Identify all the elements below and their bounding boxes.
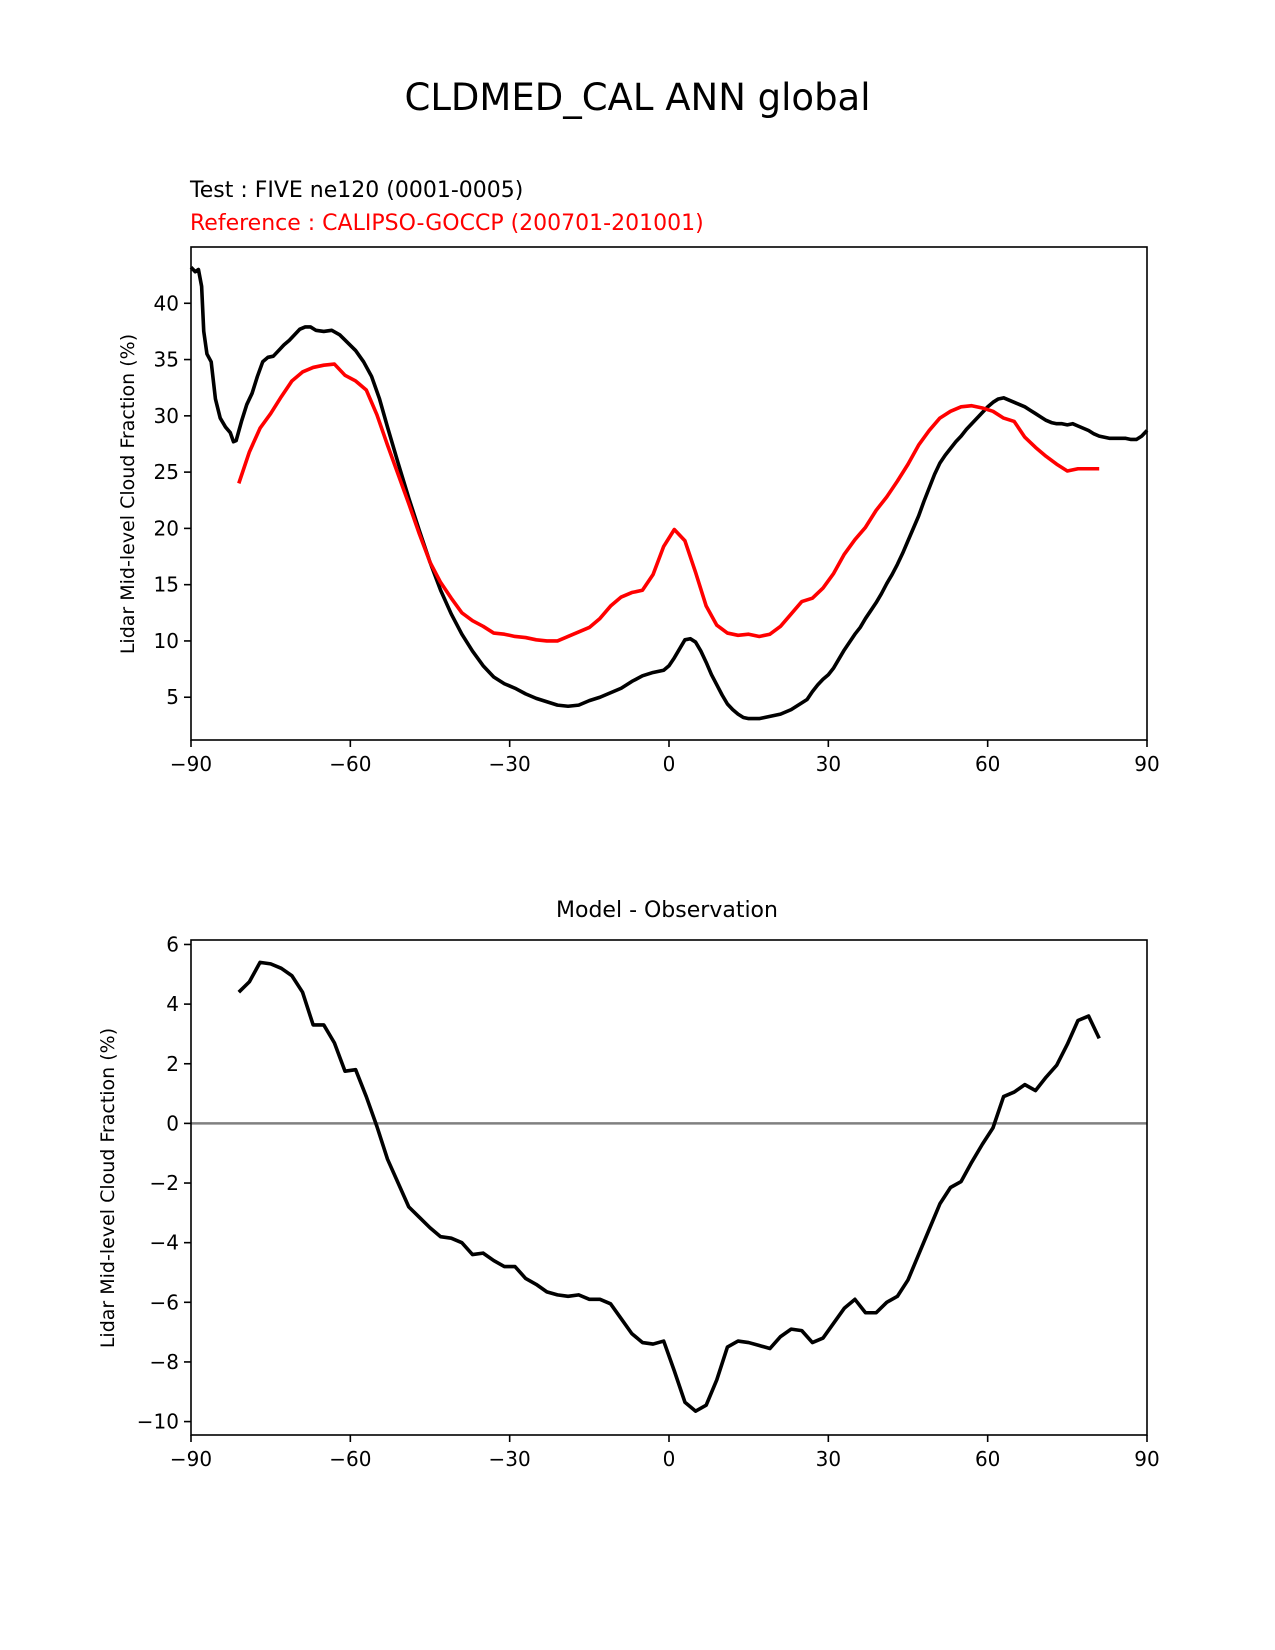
- bottom-ytick-label: −6: [150, 1290, 179, 1314]
- bottom-xtick-label: 0: [663, 1447, 676, 1471]
- test-label: Test : FIVE ne120 (0001-0005): [189, 178, 523, 203]
- bottom-ytick-label: −2: [150, 1171, 179, 1195]
- bottom-ytick-label: −4: [150, 1231, 179, 1255]
- top-xtick-label: 60: [975, 752, 1000, 776]
- bottom-ytick-label: 4: [166, 992, 179, 1016]
- top-ytick-label: 30: [154, 404, 179, 428]
- bottom-ytick-label: 6: [166, 932, 179, 956]
- top-xtick-label: −90: [170, 752, 212, 776]
- bottom-xtick-label: −90: [170, 1447, 212, 1471]
- bottom-series-difference-line: [237, 960, 1101, 1413]
- top-ytick-label: 25: [154, 460, 179, 484]
- top-ytick-label: 35: [154, 348, 179, 372]
- top-xtick-label: −30: [489, 752, 531, 776]
- bottom-ytick-label: 2: [166, 1052, 179, 1076]
- bottom-xtick-label: 30: [816, 1447, 841, 1471]
- top-ylabel: Lidar Mid-level Cloud Fraction (%): [117, 334, 139, 654]
- top-ytick-label: 20: [154, 516, 179, 540]
- top-plot-area: −90 −60 −30 0 30 60 90 5 10 15 20 25 30 35 40: [154, 246, 1160, 776]
- top-ytick-label: 10: [154, 629, 179, 653]
- top-xtick-label: 30: [816, 752, 841, 776]
- top-series-test-line: [189, 266, 1149, 721]
- top-panel: Test : FIVE ne120 (0001-0005) Reference …: [117, 178, 1160, 776]
- bottom-plot-area: −90 −60 −30 0 30 60 90 −10 −8 −6 −4 −2 0 2 4 6: [137, 932, 1160, 1471]
- bottom-ytick-label: −8: [150, 1350, 179, 1374]
- figure-title: CLDMED_CAL ANN global: [404, 76, 870, 119]
- bottom-xtick-label: −60: [329, 1447, 371, 1471]
- top-xtick-label: 0: [663, 752, 676, 776]
- bottom-xtick-label: −30: [489, 1447, 531, 1471]
- bottom-ytick-label: −10: [137, 1410, 179, 1434]
- bottom-xtick-label: 60: [975, 1447, 1000, 1471]
- top-ytick-label: 15: [154, 573, 179, 597]
- bottom-title: Model - Observation: [556, 898, 778, 923]
- top-xtick-label: 90: [1134, 752, 1159, 776]
- bottom-ytick-label: 0: [166, 1111, 179, 1135]
- reference-label: Reference : CALIPSO-GOCCP (200701-201001…: [190, 211, 704, 236]
- bottom-panel: Model - Observation Lidar Mid-level Clou…: [97, 898, 1160, 1471]
- bottom-ylabel: Lidar Mid-level Cloud Fraction (%): [97, 1028, 119, 1348]
- top-ytick-label: 40: [154, 291, 179, 315]
- bottom-xtick-label: 90: [1134, 1447, 1159, 1471]
- top-series-reference-line: [237, 362, 1100, 643]
- top-xtick-label: −60: [329, 752, 371, 776]
- top-ytick-label: 5: [166, 685, 179, 709]
